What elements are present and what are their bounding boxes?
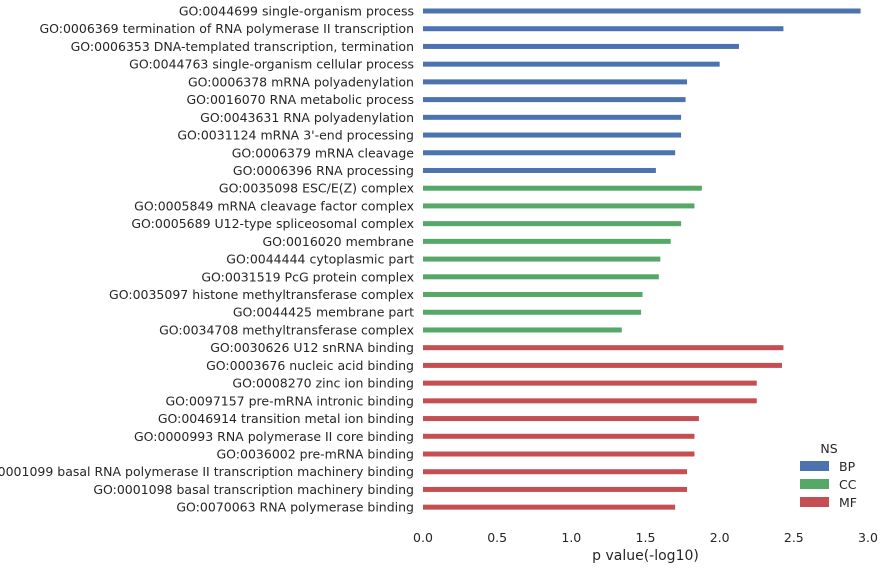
- x-tick-label: 0.0: [413, 530, 433, 545]
- category-label: GO:0044699 single-organism process: [179, 4, 414, 19]
- bar-mf-go-0003676-nucleic-acid-binding: [423, 362, 782, 368]
- bar-bp-go-0043631-rna-polyadenylation: [423, 114, 682, 120]
- x-axis-ticks: 0.0 0.5 1.0 1.5 2.0 2.5 3.0: [413, 530, 878, 545]
- category-label: GO:0043631 RNA polyadenylation: [200, 110, 414, 125]
- category-label: GO:0031519 PcG protein complex: [201, 269, 414, 284]
- bar-bp-go-0044699-single-organism-process: [423, 8, 861, 14]
- bar-bp-go-0006378-mrna-polyadenylation: [423, 79, 688, 85]
- bars: [423, 8, 861, 510]
- category-label: GO:0006379 mRNA cleavage: [232, 145, 415, 160]
- x-tick-label: 1.5: [636, 530, 656, 545]
- category-label: GO:0006378 mRNA polyadenylation: [188, 74, 414, 89]
- category-label: GO:0035098 ESC/E(Z) complex: [219, 181, 414, 196]
- category-label: GO:0031124 mRNA 3'-end processing: [177, 128, 414, 143]
- bar-bp-go-0006353-dna-templated-transcription-t: [423, 43, 739, 49]
- bar-mf-go-0001098-basal-transcription-machinery: [423, 486, 688, 492]
- bar-cc-go-0031519-pcg-protein-complex: [423, 274, 659, 280]
- category-labels: GO:0044699 single-organism process GO:000…: [0, 4, 414, 515]
- category-label: GO:0034708 methyltransferase complex: [159, 322, 414, 337]
- bar-cc-go-0005689-u12-type-spliceosomal-complex: [423, 221, 682, 227]
- bar-mf-go-0097157-pre-mrna-intronic-binding: [423, 398, 757, 404]
- category-label: GO:0016070 RNA metabolic process: [186, 92, 414, 107]
- category-label: GO:0036002 pre-mRNA binding: [217, 447, 415, 462]
- category-label: GO:0006353 DNA-templated transcription, …: [71, 39, 414, 54]
- legend: NS BP CC MF: [800, 441, 857, 510]
- legend-label-mf: MF: [839, 495, 857, 510]
- category-label: GO:0046914 transition metal ion binding: [158, 411, 414, 426]
- category-label: GO:0044763 single-organism cellular proc…: [129, 57, 414, 72]
- legend-swatch-mf: [800, 497, 829, 507]
- x-tick-label: 1.0: [561, 530, 581, 545]
- legend-label-bp: BP: [839, 459, 856, 474]
- category-label: GO:0044444 cytoplasmic part: [226, 252, 414, 267]
- x-tick-label: 3.0: [858, 530, 878, 545]
- category-label: GO:0001098 basal transcription machinery…: [93, 482, 414, 497]
- bar-cc-go-0034708-methyltransferase-complex: [423, 327, 622, 333]
- category-label: GO:0005849 mRNA cleavage factor complex: [134, 198, 414, 213]
- category-label: GO:0003676 nucleic acid binding: [206, 358, 414, 373]
- x-tick-label: 2.0: [710, 530, 730, 545]
- category-label: GO:0006369 termination of RNA polymerase…: [39, 21, 414, 36]
- category-label: GO:0016020 membrane: [262, 234, 414, 249]
- category-label: GO:0005689 U12-type spliceosomal complex: [131, 216, 414, 231]
- bar-mf-go-0070063-rna-polymerase-binding: [423, 504, 676, 510]
- bar-cc-go-0035097-histone-methyltransferase-com: [423, 292, 643, 298]
- bar-mf-go-0030626-u12-snrna-binding: [423, 345, 784, 351]
- bar-mf-go-0000993-rna-polymerase-ii-core-bindin: [423, 433, 695, 439]
- bar-bp-go-0006369-termination-of-rna-polymerase: [423, 26, 784, 32]
- legend-swatch-cc: [800, 479, 829, 489]
- category-label: GO:0006396 RNA processing: [233, 163, 414, 178]
- bar-mf-go-0046914-transition-metal-ion-binding: [423, 416, 699, 422]
- category-label: GO:0044425 membrane part: [233, 305, 414, 320]
- bar-mf-go-0008270-zinc-ion-binding: [423, 380, 757, 386]
- bar-bp-go-0006379-mrna-cleavage: [423, 150, 676, 156]
- bar-mf-go-0001099-basal-rna-polymerase-ii-trans: [423, 469, 688, 475]
- category-label: GO:0030626 U12 snRNA binding: [210, 340, 414, 355]
- bar-mf-go-0036002-pre-mrna-binding: [423, 451, 695, 457]
- category-label: GO:0008270 zinc ion binding: [232, 376, 414, 391]
- bar-cc-go-0044425-membrane-part: [423, 309, 642, 315]
- x-axis-label: p value(-log10): [592, 548, 699, 564]
- bar-bp-go-0016070-rna-metabolic-process: [423, 97, 686, 103]
- category-label: GO:0035097 histone methyltransferase com…: [109, 287, 414, 302]
- legend-title: NS: [820, 441, 837, 456]
- bar-cc-go-0016020-membrane: [423, 238, 671, 244]
- category-label: GO:0000993 RNA polymerase II core bindin…: [134, 429, 414, 444]
- bar-cc-go-0035098-esc-e-z-complex: [423, 185, 702, 191]
- category-label: GO:0001099 basal RNA polymerase II trans…: [0, 464, 414, 479]
- bar-cc-go-0044444-cytoplasmic-part: [423, 256, 661, 262]
- bar-bp-go-0006396-rna-processing: [423, 167, 656, 173]
- x-tick-label: 2.5: [784, 530, 804, 545]
- bar-bp-go-0044763-single-organism-cellular-proc: [423, 61, 720, 67]
- bar-bp-go-0031124-mrna-3-end-processing: [423, 132, 682, 138]
- bar-cc-go-0005849-mrna-cleavage-factor-complex: [423, 203, 695, 209]
- legend-swatch-bp: [800, 461, 829, 471]
- legend-label-cc: CC: [839, 477, 857, 492]
- category-label: GO:0070063 RNA polymerase binding: [176, 500, 414, 515]
- category-label: GO:0097157 pre-mRNA intronic binding: [165, 393, 414, 408]
- x-tick-label: 0.5: [487, 530, 507, 545]
